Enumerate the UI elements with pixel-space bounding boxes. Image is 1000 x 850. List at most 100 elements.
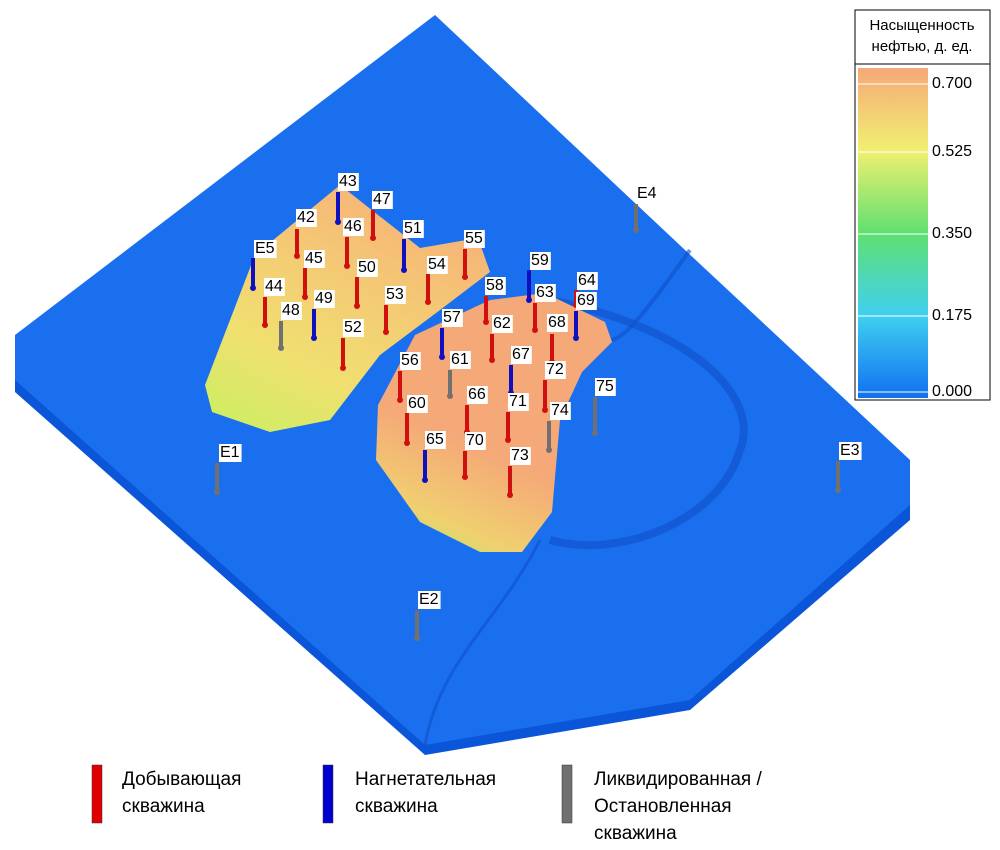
well-label-box <box>636 185 659 203</box>
well-bottom <box>311 335 317 341</box>
well-bottom <box>532 327 538 333</box>
well-bottom <box>633 227 639 233</box>
well-label: 59 <box>531 252 549 269</box>
well-label: 61 <box>451 351 469 368</box>
colorbar-title: нефтью, д. ед. <box>872 38 973 55</box>
well-label: 68 <box>548 314 566 331</box>
well-bottom <box>262 322 268 328</box>
well-bottom <box>425 299 431 305</box>
well-bottom <box>507 492 513 498</box>
well: 75 <box>592 378 616 436</box>
well-label: 58 <box>486 277 504 294</box>
well-label: 47 <box>373 191 391 208</box>
well-label-box <box>550 402 571 420</box>
well-label: 53 <box>386 286 404 303</box>
well-label-box <box>357 259 378 277</box>
well-label-box <box>577 272 598 290</box>
legend-swatch <box>91 764 103 824</box>
well-bottom <box>542 407 548 413</box>
well: 44 <box>262 278 285 328</box>
well-label-box <box>464 230 485 248</box>
well: 58 <box>483 277 506 325</box>
well-bottom <box>462 274 468 280</box>
well-label: 66 <box>468 386 486 403</box>
well-label-box <box>403 220 424 238</box>
well-bottom <box>835 487 841 493</box>
well-bottom <box>592 430 598 436</box>
legend-label: Остановленная <box>594 796 732 817</box>
well-label-box <box>576 292 597 310</box>
well-label-box <box>545 361 566 379</box>
colorbar-title: Насыщенность <box>869 17 974 34</box>
well-label: 56 <box>401 352 419 369</box>
colorbar-tick-label: 0.700 <box>932 75 972 92</box>
well: 42 <box>294 209 317 259</box>
well-label-box <box>595 378 616 396</box>
well-label: 70 <box>466 432 484 449</box>
well-label: 73 <box>511 447 529 464</box>
well: E3 <box>835 442 862 493</box>
well-label: 51 <box>404 220 422 237</box>
well-label-box <box>465 432 486 450</box>
well-label-box <box>314 290 335 308</box>
well-bottom <box>422 477 428 483</box>
well-label-box <box>492 315 513 333</box>
well-label: 45 <box>305 250 323 267</box>
well-label: 60 <box>408 395 426 412</box>
well-label: 52 <box>344 319 362 336</box>
well-bottom <box>439 354 445 360</box>
legend-label: скважина <box>594 823 677 844</box>
legend-label: Нагнетательная <box>355 769 496 790</box>
well-bottom <box>401 267 407 273</box>
well: 60 <box>404 395 428 446</box>
well: 52 <box>340 319 364 371</box>
well-label: E2 <box>419 591 439 608</box>
colorbar-tick-label: 0.175 <box>932 307 972 324</box>
well: E4 <box>633 185 659 233</box>
well-bottom <box>573 335 579 341</box>
legend-label: Ликвидированная / <box>594 769 763 790</box>
well: 59 <box>526 252 551 303</box>
well: E2 <box>414 591 441 641</box>
well: 46 <box>343 218 364 269</box>
well-bottom <box>354 303 360 309</box>
well: 65 <box>422 431 446 483</box>
well-bottom <box>489 357 495 363</box>
well-label: 63 <box>536 284 554 301</box>
legend-label: скважина <box>122 796 205 817</box>
well-label: 55 <box>465 230 483 247</box>
well: E1 <box>214 444 242 495</box>
well-label: E1 <box>220 444 240 461</box>
well-label-box <box>296 209 317 227</box>
well-label-box <box>219 444 242 462</box>
well: 62 <box>489 315 513 363</box>
well-label-box <box>372 191 393 209</box>
well: 73 <box>507 447 531 498</box>
well: 47 <box>370 191 393 241</box>
well: 72 <box>542 361 566 413</box>
well-label: 50 <box>358 259 376 276</box>
well-label-box <box>467 386 488 404</box>
well-label-box <box>839 442 862 460</box>
well: 71 <box>505 393 529 443</box>
wells: 43 42 47 46 51 55 E5 45 50 54 59 64 44 58 63 69 53 49 48 57… <box>214 173 862 641</box>
well-label-box <box>264 278 285 296</box>
well-bottom <box>462 474 468 480</box>
well-label-box <box>254 240 277 258</box>
well-label-box <box>338 173 359 191</box>
well-bottom <box>546 447 552 453</box>
well: 49 <box>311 290 335 341</box>
well: 67 <box>508 346 532 396</box>
well-label: 62 <box>493 315 511 332</box>
well-label: 75 <box>596 378 614 395</box>
well-label: E5 <box>255 240 275 257</box>
well-bottom <box>302 294 308 300</box>
well-bottom <box>344 263 350 269</box>
colorbar-tick-label: 0.000 <box>932 383 972 400</box>
well: 48 <box>278 302 302 351</box>
legend-swatch <box>561 764 573 824</box>
well-bottom <box>370 235 376 241</box>
well-bottom <box>397 397 403 403</box>
well-bottom <box>505 437 511 443</box>
well-label: 71 <box>509 393 527 410</box>
